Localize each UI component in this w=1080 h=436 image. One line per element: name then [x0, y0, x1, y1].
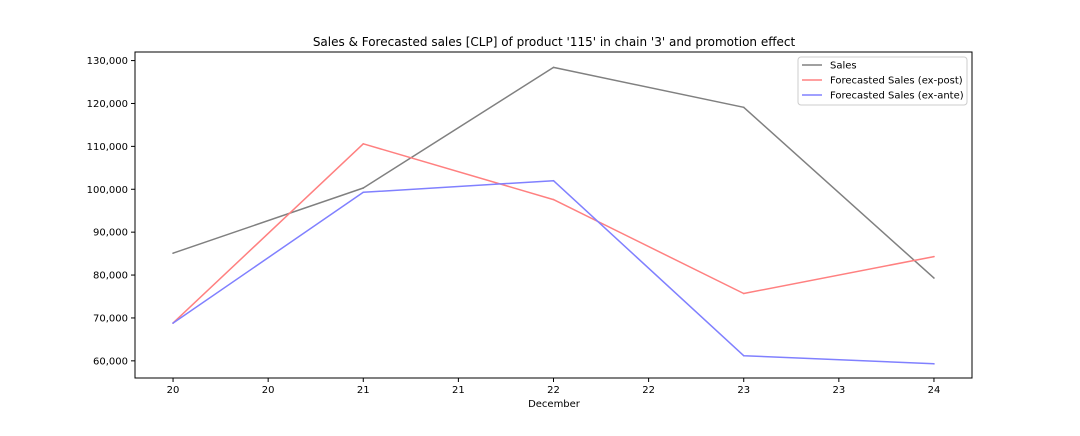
data-point: [362, 187, 365, 189]
data-point: [552, 198, 555, 201]
series-lines: [172, 66, 935, 365]
x-tick-label: 22: [547, 385, 560, 396]
x-tick-label: 20: [167, 385, 180, 396]
data-point: [362, 191, 365, 194]
y-tick-label: 120,000: [87, 99, 128, 110]
x-tick-label: 20: [262, 385, 275, 396]
data-point: [742, 106, 745, 109]
y-tick-label: 130,000: [87, 56, 128, 67]
legend-label: Forecasted Sales (ex-ante): [830, 91, 964, 102]
x-tick-label: 23: [737, 385, 750, 396]
data-point: [933, 363, 935, 365]
legend-label: Forecasted Sales (ex-post): [830, 76, 963, 87]
x-tick-label: 23: [832, 385, 845, 396]
data-point: [933, 255, 935, 258]
data-point: [362, 142, 365, 145]
data-point: [172, 252, 174, 254]
y-tick-label: 110,000: [87, 142, 128, 153]
legend: Sales Forecasted Sales (ex-post) Forecaste…: [797, 56, 968, 106]
x-axis: 20 20 21 21 22 22 23 23 24: [167, 378, 941, 396]
data-point: [552, 66, 555, 69]
y-axis: 60,000 70,000 80,000 90,000 100,000 110,000 12…: [87, 56, 135, 367]
data-point: [172, 322, 174, 324]
y-tick-label: 70,000: [93, 313, 128, 324]
series-line-2: [172, 179, 935, 365]
data-point: [742, 354, 745, 357]
legend-box: [797, 56, 968, 106]
y-tick-label: 100,000: [87, 185, 128, 196]
data-point: [552, 179, 555, 182]
x-tick-label: 22: [642, 385, 655, 396]
chart-title: Sales & Forecasted sales [CLP] of produc…: [313, 35, 796, 49]
x-tick-label: 21: [357, 385, 370, 396]
legend-label: Sales: [830, 61, 857, 72]
x-axis-label: December: [528, 399, 581, 410]
data-point: [933, 277, 935, 279]
x-tick-label: 24: [928, 385, 941, 396]
y-tick-label: 60,000: [93, 356, 128, 367]
y-tick-label: 80,000: [93, 271, 128, 282]
y-tick-label: 90,000: [93, 228, 128, 239]
series-line-1: [172, 143, 935, 324]
x-tick-label: 21: [452, 385, 465, 396]
data-point: [742, 292, 745, 295]
